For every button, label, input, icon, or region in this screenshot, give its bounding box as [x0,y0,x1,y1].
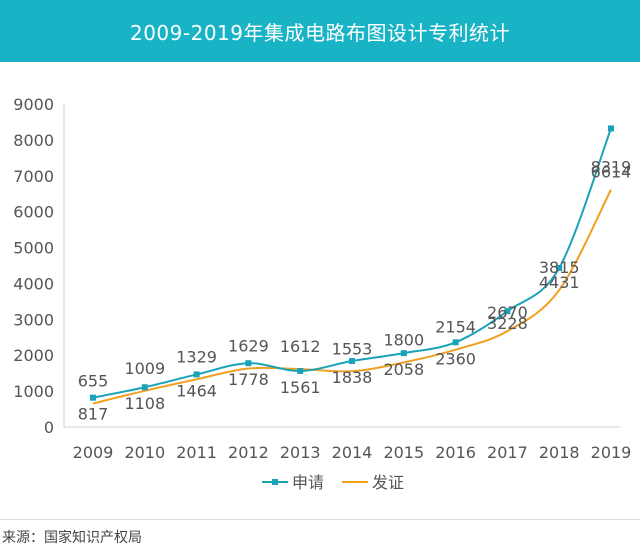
data-label-grant: 1553 [332,339,373,358]
data-label-grant: 655 [78,371,109,390]
source-note: 来源：国家知识产权局 [2,530,142,546]
data-label-grant: 1329 [176,347,217,366]
series-line-grant [92,189,612,405]
data-label-apply: 1838 [332,368,373,387]
data-label-grant: 1009 [124,359,165,378]
title-bar: 2009-2019年集成电路布图设计专利统计 [0,0,640,62]
data-label-apply: 2058 [383,360,424,379]
data-label-grant: 1629 [228,337,269,356]
series-line-apply [92,128,612,399]
data-point-apply [297,367,304,374]
data-label-apply: 1108 [124,394,165,413]
y-tick-label: 9000 [13,95,54,114]
data-point-apply [349,358,355,365]
chart-title: 2009-2019年集成电路布图设计专利统计 [129,20,510,45]
x-tick-label: 2012 [228,443,269,462]
data-label-grant: 3815 [539,258,580,277]
legend-label-grant: 发证 [372,473,404,492]
data-label-apply: 817 [78,405,109,424]
legend-label-apply: 申请 [292,473,324,492]
x-tick-label: 2009 [73,443,114,462]
x-tick-label: 2014 [332,443,373,462]
y-tick-label: 1000 [13,382,54,401]
y-tick-label: 2000 [13,346,54,365]
data-label-apply: 8319 [591,157,632,176]
data-label-apply: 1778 [228,370,269,389]
data-label-grant: 6614 [591,163,632,182]
x-tick-label: 2017 [487,443,528,462]
x-tick-label: 2018 [539,443,580,462]
y-tick-label: 7000 [13,167,54,186]
data-label-apply: 4431 [539,273,580,292]
y-tick-label: 6000 [13,203,54,222]
data-point-apply [141,384,148,391]
data-label-apply: 2360 [435,349,476,368]
x-tick-label: 2016 [435,443,476,462]
x-tick-label: 2010 [124,443,165,462]
x-tick-label: 2013 [280,443,321,462]
data-point-apply [400,350,407,357]
y-tick-label: 0 [44,418,54,437]
data-point-apply [90,394,96,401]
data-point-apply [193,371,200,378]
data-label-grant: 1800 [383,330,424,349]
line-chart: 0 1000 2000 3000 4000 5000 6000 7000 8000 9000 200… [13,95,632,492]
y-tick-label: 3000 [13,310,54,329]
data-point-apply [245,360,252,367]
data-label-grant: 2154 [435,318,476,337]
x-tick-label: 2019 [591,443,632,462]
x-tick-label: 2011 [176,443,217,462]
data-label-apply: 1561 [280,378,321,397]
y-tick-label: 5000 [13,239,54,258]
data-point-apply [504,308,511,315]
data-point-apply [608,125,614,132]
chart-area: 0 1000 2000 3000 4000 5000 6000 7000 8000 9000 200… [0,62,640,520]
x-tick-label: 2015 [383,443,424,462]
data-label-apply: 1464 [176,381,217,400]
data-label-grant: 2670 [487,303,528,322]
footer-divider [0,519,640,520]
y-tick-label: 4000 [13,274,54,293]
data-point-apply [556,264,563,271]
data-label-apply: 3228 [487,314,528,333]
y-tick-label: 8000 [13,131,54,150]
data-label-grant: 1612 [280,337,321,356]
legend-marker-apply [272,479,278,485]
data-point-apply [452,339,459,346]
